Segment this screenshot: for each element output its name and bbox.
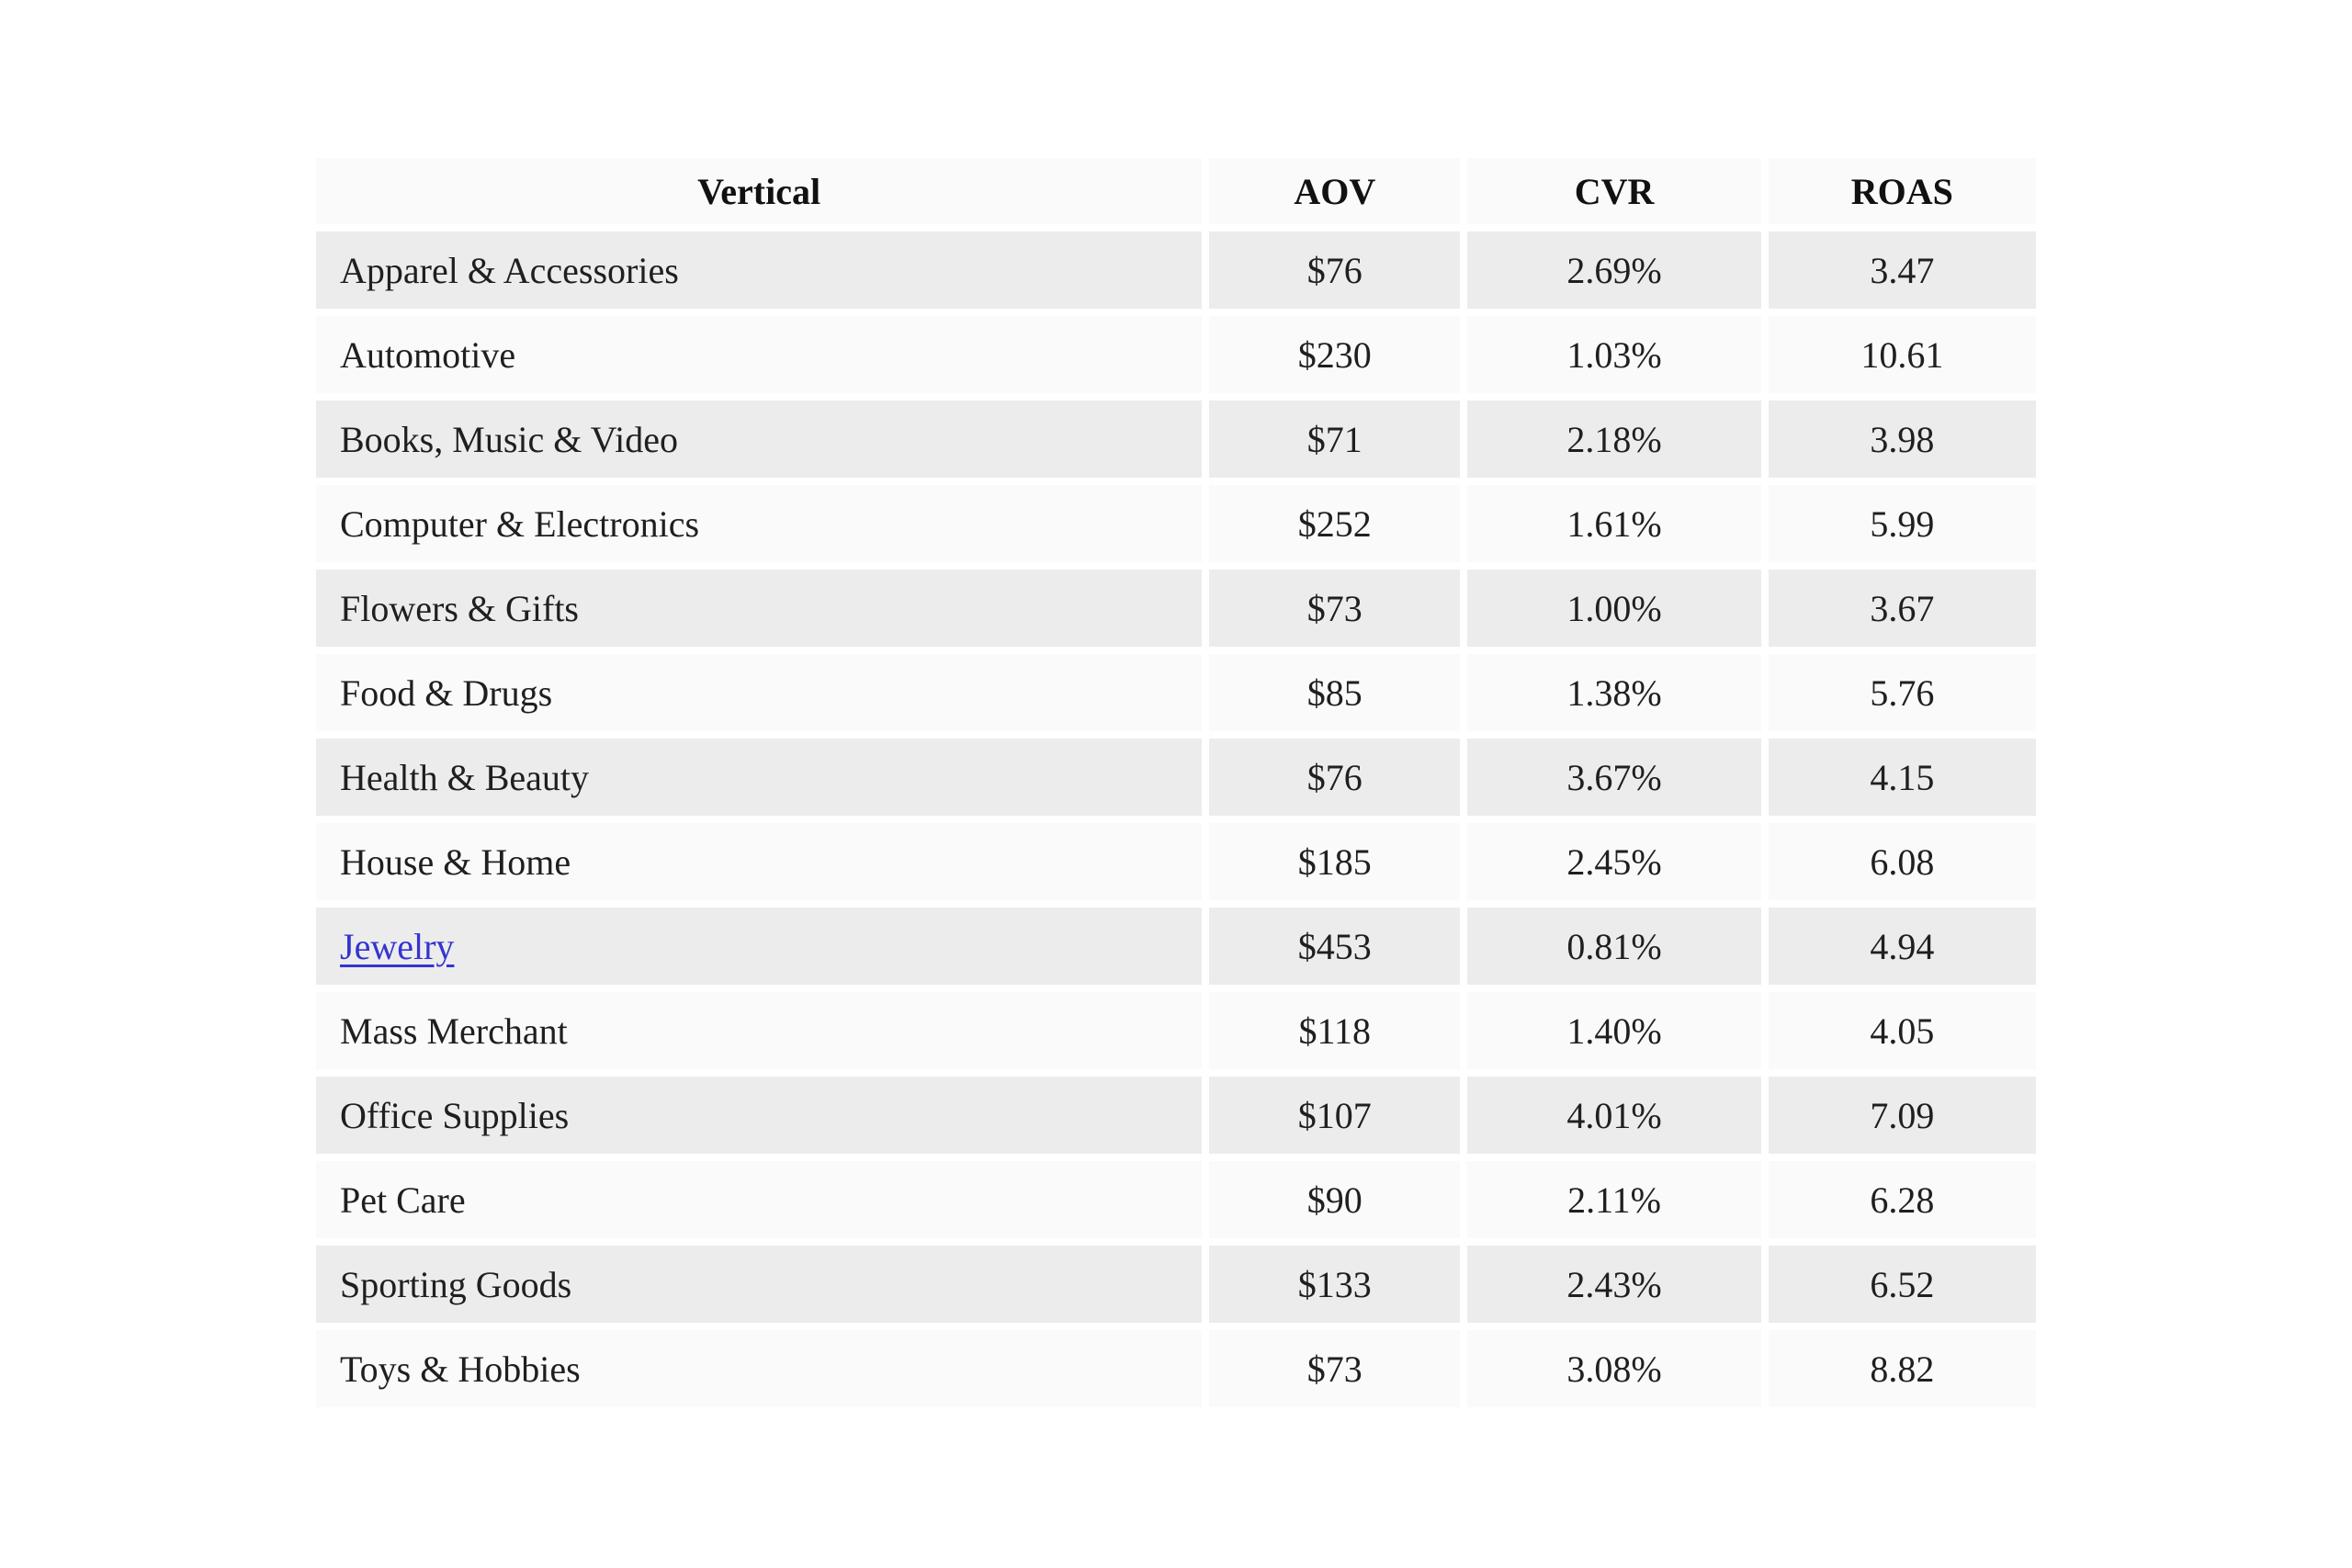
vertical-link[interactable]: Jewelry: [340, 925, 455, 967]
col-header-aov: AOV: [1209, 158, 1461, 224]
vertical-cell: Sporting Goods: [316, 1246, 1203, 1323]
table-row: Food & Drugs $85 1.38% 5.76: [316, 654, 2036, 731]
col-header-cvr: CVR: [1467, 158, 1761, 224]
vertical-cell: Pet Care: [316, 1161, 1203, 1238]
verticals-benchmark-table: Vertical AOV CVR ROAS Apparel & Accessor…: [309, 151, 2043, 1415]
roas-cell: 6.28: [1768, 1161, 2036, 1238]
table-row: Flowers & Gifts $73 1.00% 3.67: [316, 570, 2036, 647]
roas-cell: 7.09: [1768, 1077, 2036, 1154]
aov-cell: $453: [1209, 908, 1461, 985]
vertical-cell: Jewelry: [316, 908, 1203, 985]
roas-cell: 4.94: [1768, 908, 2036, 985]
cvr-cell: 3.67%: [1467, 739, 1761, 816]
table-row: Jewelry $453 0.81% 4.94: [316, 908, 2036, 985]
aov-cell: $185: [1209, 823, 1461, 900]
table-row: Toys & Hobbies $73 3.08% 8.82: [316, 1330, 2036, 1407]
vertical-cell: Computer & Electronics: [316, 485, 1203, 562]
roas-cell: 5.99: [1768, 485, 2036, 562]
roas-cell: 3.47: [1768, 231, 2036, 309]
roas-cell: 5.76: [1768, 654, 2036, 731]
roas-cell: 4.15: [1768, 739, 2036, 816]
table-row: Computer & Electronics $252 1.61% 5.99: [316, 485, 2036, 562]
table-body: Apparel & Accessories $76 2.69% 3.47 Aut…: [316, 231, 2036, 1407]
vertical-cell: Mass Merchant: [316, 992, 1203, 1069]
vertical-cell: Food & Drugs: [316, 654, 1203, 731]
col-header-vertical: Vertical: [316, 158, 1203, 224]
vertical-cell: Books, Music & Video: [316, 400, 1203, 478]
cvr-cell: 1.03%: [1467, 316, 1761, 393]
roas-cell: 3.98: [1768, 400, 2036, 478]
aov-cell: $73: [1209, 570, 1461, 647]
aov-cell: $90: [1209, 1161, 1461, 1238]
vertical-cell: Automotive: [316, 316, 1203, 393]
col-header-roas: ROAS: [1768, 158, 2036, 224]
table-row: Health & Beauty $76 3.67% 4.15: [316, 739, 2036, 816]
table-row: Pet Care $90 2.11% 6.28: [316, 1161, 2036, 1238]
aov-cell: $107: [1209, 1077, 1461, 1154]
vertical-cell: Apparel & Accessories: [316, 231, 1203, 309]
aov-cell: $133: [1209, 1246, 1461, 1323]
cvr-cell: 2.43%: [1467, 1246, 1761, 1323]
table-row: Automotive $230 1.03% 10.61: [316, 316, 2036, 393]
table-row: Books, Music & Video $71 2.18% 3.98: [316, 400, 2036, 478]
vertical-cell: Office Supplies: [316, 1077, 1203, 1154]
cvr-cell: 1.40%: [1467, 992, 1761, 1069]
aov-cell: $252: [1209, 485, 1461, 562]
cvr-cell: 0.81%: [1467, 908, 1761, 985]
table-row: Mass Merchant $118 1.40% 4.05: [316, 992, 2036, 1069]
aov-cell: $118: [1209, 992, 1461, 1069]
cvr-cell: 2.69%: [1467, 231, 1761, 309]
vertical-cell: Flowers & Gifts: [316, 570, 1203, 647]
aov-cell: $76: [1209, 739, 1461, 816]
vertical-cell: Health & Beauty: [316, 739, 1203, 816]
roas-cell: 8.82: [1768, 1330, 2036, 1407]
aov-cell: $76: [1209, 231, 1461, 309]
aov-cell: $71: [1209, 400, 1461, 478]
vertical-cell: Toys & Hobbies: [316, 1330, 1203, 1407]
aov-cell: $85: [1209, 654, 1461, 731]
table-row: Office Supplies $107 4.01% 7.09: [316, 1077, 2036, 1154]
cvr-cell: 3.08%: [1467, 1330, 1761, 1407]
cvr-cell: 1.38%: [1467, 654, 1761, 731]
roas-cell: 4.05: [1768, 992, 2036, 1069]
cvr-cell: 1.00%: [1467, 570, 1761, 647]
header-row: Vertical AOV CVR ROAS: [316, 158, 2036, 224]
table-row: House & Home $185 2.45% 6.08: [316, 823, 2036, 900]
roas-cell: 3.67: [1768, 570, 2036, 647]
aov-cell: $230: [1209, 316, 1461, 393]
table-row: Sporting Goods $133 2.43% 6.52: [316, 1246, 2036, 1323]
cvr-cell: 2.45%: [1467, 823, 1761, 900]
cvr-cell: 2.18%: [1467, 400, 1761, 478]
cvr-cell: 4.01%: [1467, 1077, 1761, 1154]
roas-cell: 10.61: [1768, 316, 2036, 393]
table-row: Apparel & Accessories $76 2.69% 3.47: [316, 231, 2036, 309]
roas-cell: 6.52: [1768, 1246, 2036, 1323]
cvr-cell: 2.11%: [1467, 1161, 1761, 1238]
aov-cell: $73: [1209, 1330, 1461, 1407]
vertical-cell: House & Home: [316, 823, 1203, 900]
cvr-cell: 1.61%: [1467, 485, 1761, 562]
roas-cell: 6.08: [1768, 823, 2036, 900]
